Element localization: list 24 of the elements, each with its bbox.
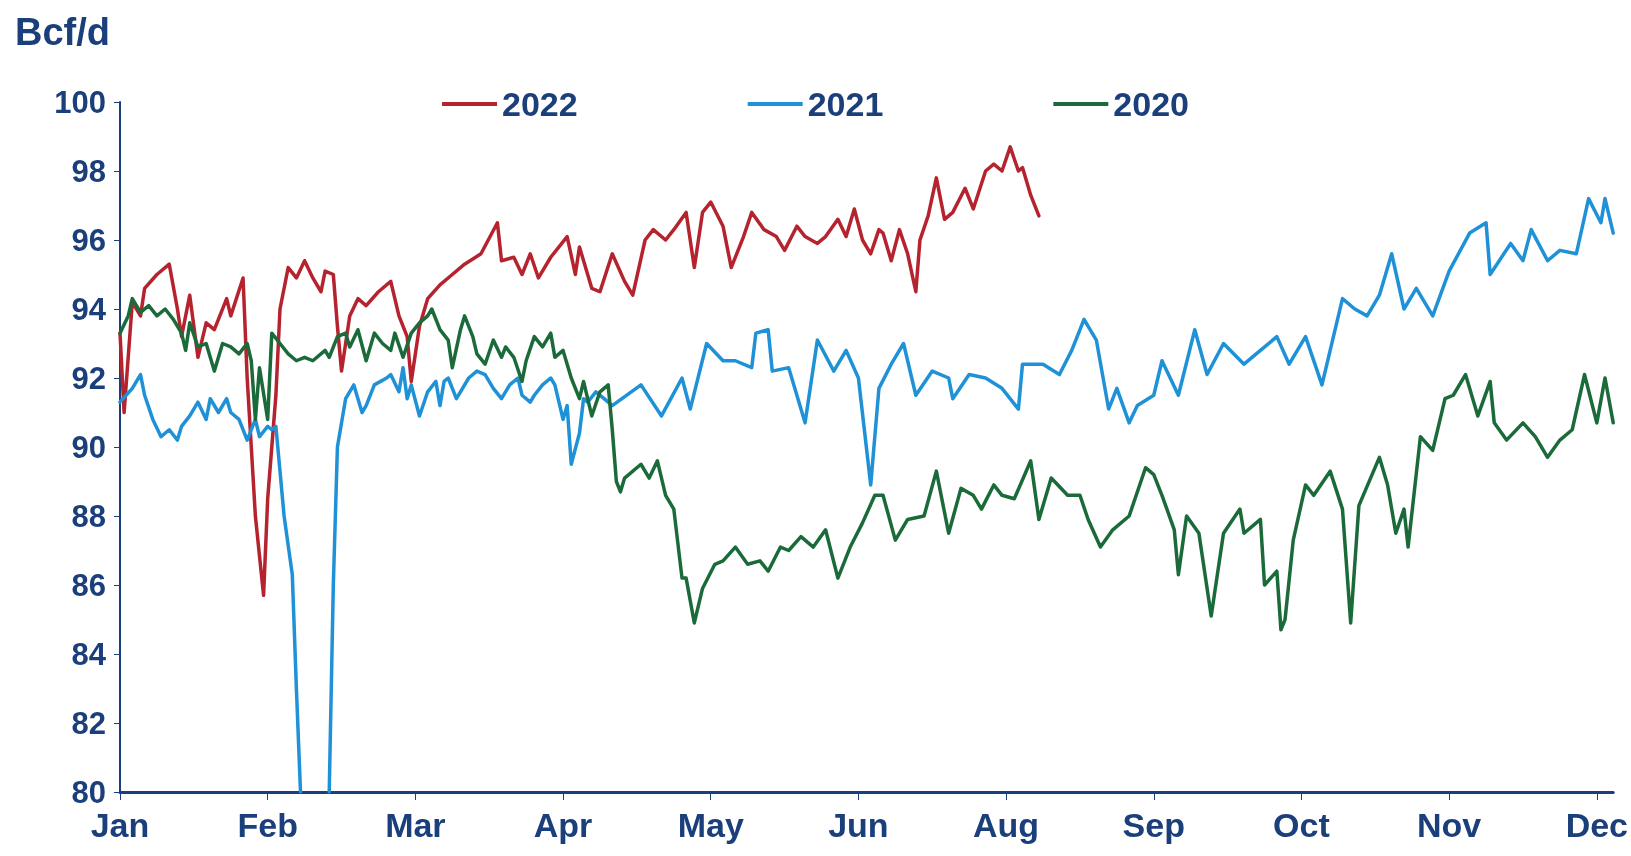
y-tick-label: 82 xyxy=(71,705,106,741)
x-tick-label: May xyxy=(677,806,744,844)
y-tick-label: 94 xyxy=(71,291,107,327)
x-tick-label: Apr xyxy=(533,806,593,844)
x-tick-label: Aug xyxy=(973,806,1040,844)
x-tick-label: Oct xyxy=(1273,806,1330,844)
x-tick-label: Jun xyxy=(828,806,889,844)
y-tick-label: 92 xyxy=(71,360,106,396)
y-tick-label: 90 xyxy=(71,429,106,465)
x-tick-label: Dec xyxy=(1565,806,1628,844)
y-tick-label: 96 xyxy=(71,222,106,258)
legend-label: 2020 xyxy=(1113,85,1189,123)
y-tick-label: 84 xyxy=(71,636,107,672)
legend-label: 2022 xyxy=(502,85,578,123)
y-axis-title: Bcf/d xyxy=(15,11,110,53)
y-tick-label: 86 xyxy=(71,567,106,603)
y-tick-label: 88 xyxy=(71,498,106,534)
legend-label: 2021 xyxy=(807,85,884,123)
x-tick-label: Mar xyxy=(385,806,446,844)
x-tick-label: Sep xyxy=(1122,806,1185,844)
x-tick-label: Nov xyxy=(1417,806,1482,844)
y-tick-label: 98 xyxy=(71,153,106,189)
y-tick-label: 100 xyxy=(54,84,106,120)
x-tick-label: Feb xyxy=(237,806,298,844)
